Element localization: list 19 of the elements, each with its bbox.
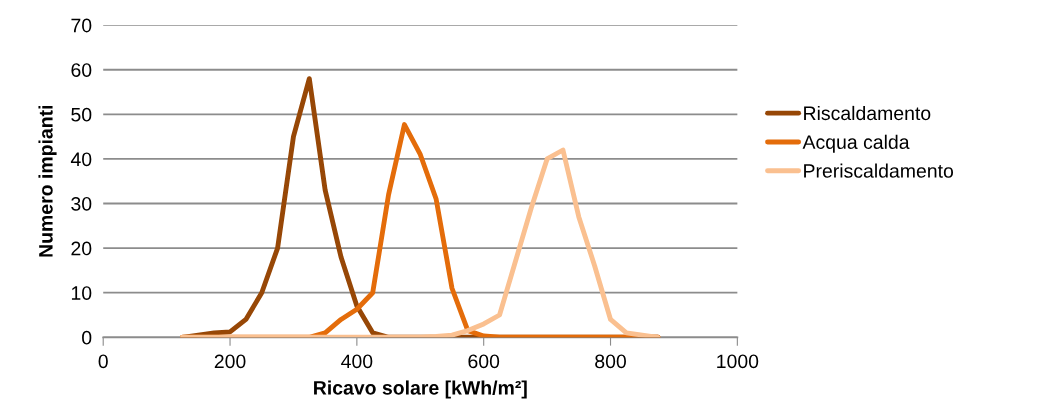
- x-tick-label: 1000: [717, 354, 759, 369]
- x-tick-label: 600: [468, 354, 500, 369]
- y-tick-label: 40: [70, 152, 92, 167]
- y-tick-label: 50: [71, 107, 92, 122]
- x-tick-label: 800: [595, 354, 626, 369]
- y-tick-label: 70: [71, 18, 92, 33]
- y-tick-label: 60: [71, 63, 92, 77]
- y-tick-label: 20: [71, 241, 92, 256]
- x-tick-label: 400: [341, 354, 373, 369]
- legend-label: Riscaldamento: [804, 105, 931, 121]
- y-tick-label: 10: [71, 286, 92, 300]
- y-tick-label: 0: [82, 330, 92, 345]
- y-tick-label: 30: [71, 196, 92, 211]
- legend-label: Preriscaldamento: [804, 163, 954, 178]
- x-axis-title: Ricavo solare [kWh/m²]: [314, 380, 527, 399]
- legend-label: Acqua calda: [802, 134, 910, 153]
- x-tick-label: 0: [98, 354, 108, 369]
- x-tick-label: 200: [214, 354, 246, 369]
- y-axis-title: Numero impianti: [38, 105, 57, 257]
